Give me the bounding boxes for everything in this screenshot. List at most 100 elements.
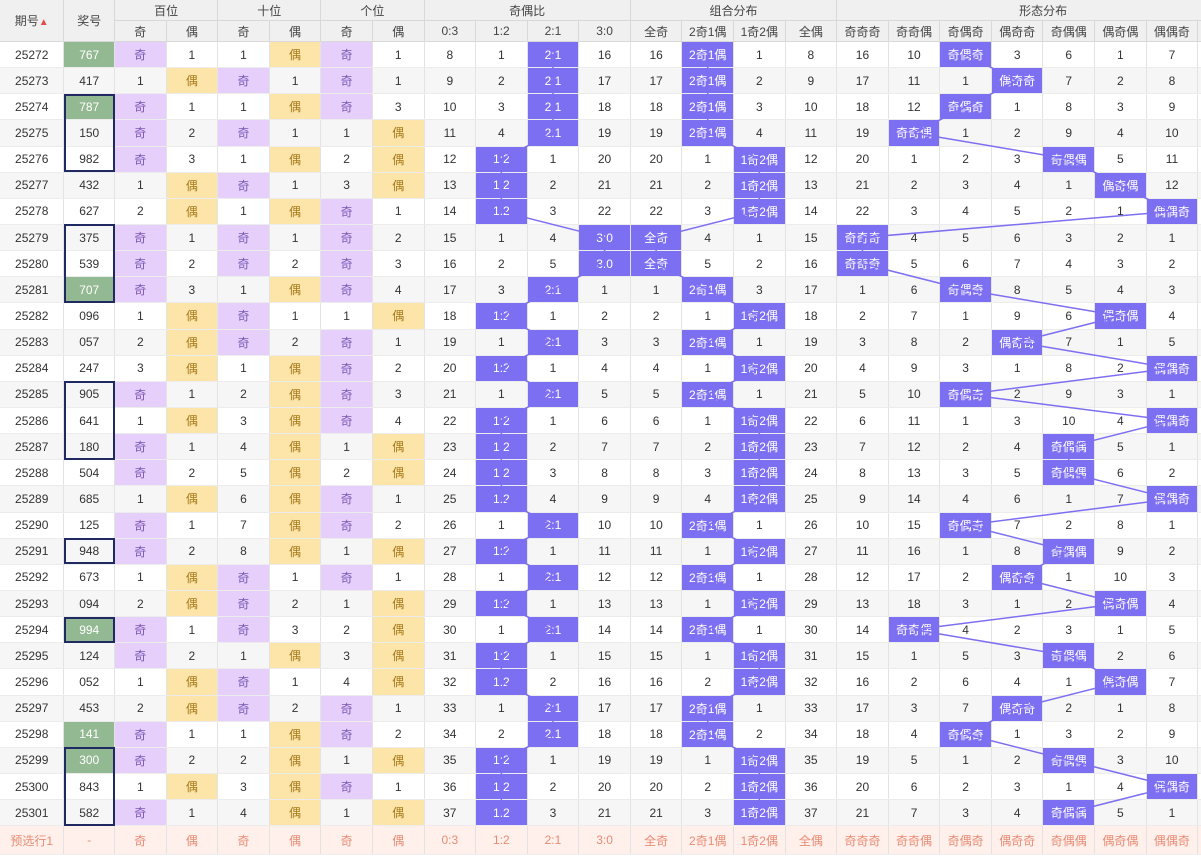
preselect-option[interactable]: 偶 <box>166 825 219 856</box>
combo-cell: 3 <box>733 276 786 304</box>
issue-cell: 25289 <box>0 485 65 513</box>
ratio-cell: 19 <box>578 747 631 774</box>
combo-cell: 27 <box>785 538 838 565</box>
preselect-option[interactable]: 1奇2偶 <box>733 825 786 856</box>
table-row: 25294 994 奇 1 奇 3 2 偶 30 1 2:1 14 14 2奇1偶 1 30 14 奇奇偶 4 2 3 1… <box>0 616 1201 644</box>
preselect-option[interactable]: 偶 <box>372 825 425 856</box>
shape-cell: 13 <box>888 459 941 487</box>
number-cell: 057 <box>63 329 115 356</box>
combo-cell: 1 <box>681 590 734 618</box>
shape-cell: 3 <box>991 407 1044 435</box>
number-cell: 504 <box>63 459 115 487</box>
combo-cell: 37 <box>785 799 838 827</box>
shape-cell: 11 <box>888 407 941 435</box>
shape-subheader: 偶奇奇 <box>991 20 1044 42</box>
ratio-cell: 3 <box>527 459 580 487</box>
preselect-label[interactable]: 预选行1 <box>0 825 65 856</box>
shape-cell: 1 <box>939 119 992 147</box>
preselect-option[interactable]: 3:0 <box>578 825 631 856</box>
shape-cell: 2 <box>1094 721 1147 748</box>
shape-cell: 4 <box>939 616 992 644</box>
shape-cell: 20 <box>836 773 889 801</box>
table-row: 25298 141 奇 1 1 偶奇 2 34 2 2:1 18 18 2奇1偶 2 34 18 4 奇偶奇 1 3 2… <box>0 721 1201 748</box>
ge-cell: 偶 <box>372 302 425 330</box>
preselect-option[interactable]: 奇偶偶 <box>1042 825 1096 856</box>
number-cell: 141 <box>63 721 115 748</box>
preselect-option[interactable]: 奇偶奇 <box>939 825 992 856</box>
combo-cell: 2奇1偶 <box>681 512 734 539</box>
shape-cell: 3 <box>939 590 992 618</box>
shape-cell: 2 <box>991 119 1044 147</box>
issue-header[interactable]: 期号▲ <box>0 0 65 42</box>
preselect-number[interactable]: - <box>63 825 115 856</box>
combo-cell: 2奇1偶 <box>681 563 734 591</box>
shape-cell: 3 <box>939 459 992 487</box>
shape-cell: 6 <box>939 250 992 278</box>
group-header-shi: 十位 <box>217 0 322 21</box>
shape-cell: 奇偶奇 <box>939 41 992 69</box>
shape-cell: 奇偶偶 <box>1042 459 1096 487</box>
combo-cell: 36 <box>785 773 838 801</box>
shape-cell: 22 <box>836 198 889 225</box>
preselect-option[interactable]: 偶 <box>269 825 322 856</box>
combo-subheader: 全奇 <box>629 20 683 42</box>
preselect-option[interactable]: 偶奇奇 <box>991 825 1044 856</box>
shape-cell: 1 <box>991 590 1044 618</box>
preselect-option[interactable]: 全奇 <box>629 825 683 856</box>
combo-cell: 1奇2偶 <box>733 773 786 801</box>
shape-cell: 1 <box>939 747 992 774</box>
bai-cell: 奇 <box>114 721 167 748</box>
combo-cell: 11 <box>629 538 683 565</box>
group-header-combo: 组合分布 <box>629 0 838 21</box>
shape-cell: 5 <box>836 381 889 408</box>
issue-cell: 25280 <box>0 250 65 278</box>
ratio-cell: 22 <box>423 407 477 435</box>
combo-cell: 2奇1偶 <box>681 616 734 644</box>
preselect-option[interactable]: 偶偶偶 <box>1197 825 1201 856</box>
preselect-option[interactable]: 1:2 <box>475 825 528 856</box>
bai-cell: 2 <box>166 459 219 487</box>
shape-cell: 3 <box>1094 93 1147 121</box>
shape-cell: 5 <box>888 747 941 774</box>
table-row: 25272 767 奇 1 1 偶奇 1 8 1 2:1 16 16 2奇1偶 1 8 16 10 奇偶奇 3 6 1 7… <box>0 41 1201 69</box>
preselect-row[interactable]: 预选行1- 奇偶奇偶奇偶 0:3 1:2 2:1 3:0 全奇 2奇1偶 1奇2偶 全偶 奇奇奇 奇奇… <box>0 825 1201 856</box>
combo-cell: 33 <box>785 694 838 722</box>
shape-cell: 7 <box>991 512 1044 539</box>
preselect-option[interactable]: 偶偶奇 <box>1146 825 1199 856</box>
combo-cell: 30 <box>785 616 838 644</box>
shi-cell: 奇 <box>217 302 270 330</box>
ratio-cell: 2:1 <box>527 694 580 722</box>
shape-cell: 1 <box>939 67 992 95</box>
shape-cell: 4 <box>1146 302 1199 330</box>
preselect-option[interactable]: 全偶 <box>785 825 838 856</box>
shape-cell: 16 <box>836 668 889 696</box>
shi-cell: 偶 <box>269 459 322 487</box>
shape-cell: 偶奇偶 <box>1094 171 1147 199</box>
shape-cell: 偶奇偶 <box>1094 302 1147 330</box>
shape-cell: 偶奇奇 <box>991 694 1044 722</box>
preselect-option[interactable]: 2奇1偶 <box>681 825 734 856</box>
preselect-option[interactable]: 奇 <box>320 825 373 856</box>
preselect-option[interactable]: 0:3 <box>423 825 477 856</box>
shape-cell: 2 <box>1146 538 1199 565</box>
preselect-option[interactable]: 奇 <box>114 825 167 856</box>
sort-up-icon[interactable]: ▲ <box>38 17 49 28</box>
shape-cell: 4 <box>1094 276 1147 304</box>
shape-cell: 7 <box>1146 41 1199 69</box>
preselect-option[interactable]: 2:1 <box>527 825 580 856</box>
preselect-option[interactable]: 奇 <box>217 825 270 856</box>
preselect-option[interactable]: 奇奇偶 <box>888 825 941 856</box>
ge-cell: 偶 <box>372 642 425 670</box>
combo-cell: 17 <box>785 276 838 304</box>
shape-cell: 16 <box>1197 250 1201 278</box>
shape-cell: 3 <box>1146 563 1199 591</box>
combo-cell: 2 <box>733 721 786 748</box>
combo-cell: 1 <box>681 407 734 435</box>
ratio-cell: 15 <box>578 642 631 670</box>
preselect-option[interactable]: 偶奇偶 <box>1094 825 1147 856</box>
ratio-cell: 2 <box>475 250 528 278</box>
ge-cell: 3 <box>320 642 373 670</box>
preselect-option[interactable]: 奇奇奇 <box>836 825 889 856</box>
combo-cell: 1奇2偶 <box>733 799 786 827</box>
